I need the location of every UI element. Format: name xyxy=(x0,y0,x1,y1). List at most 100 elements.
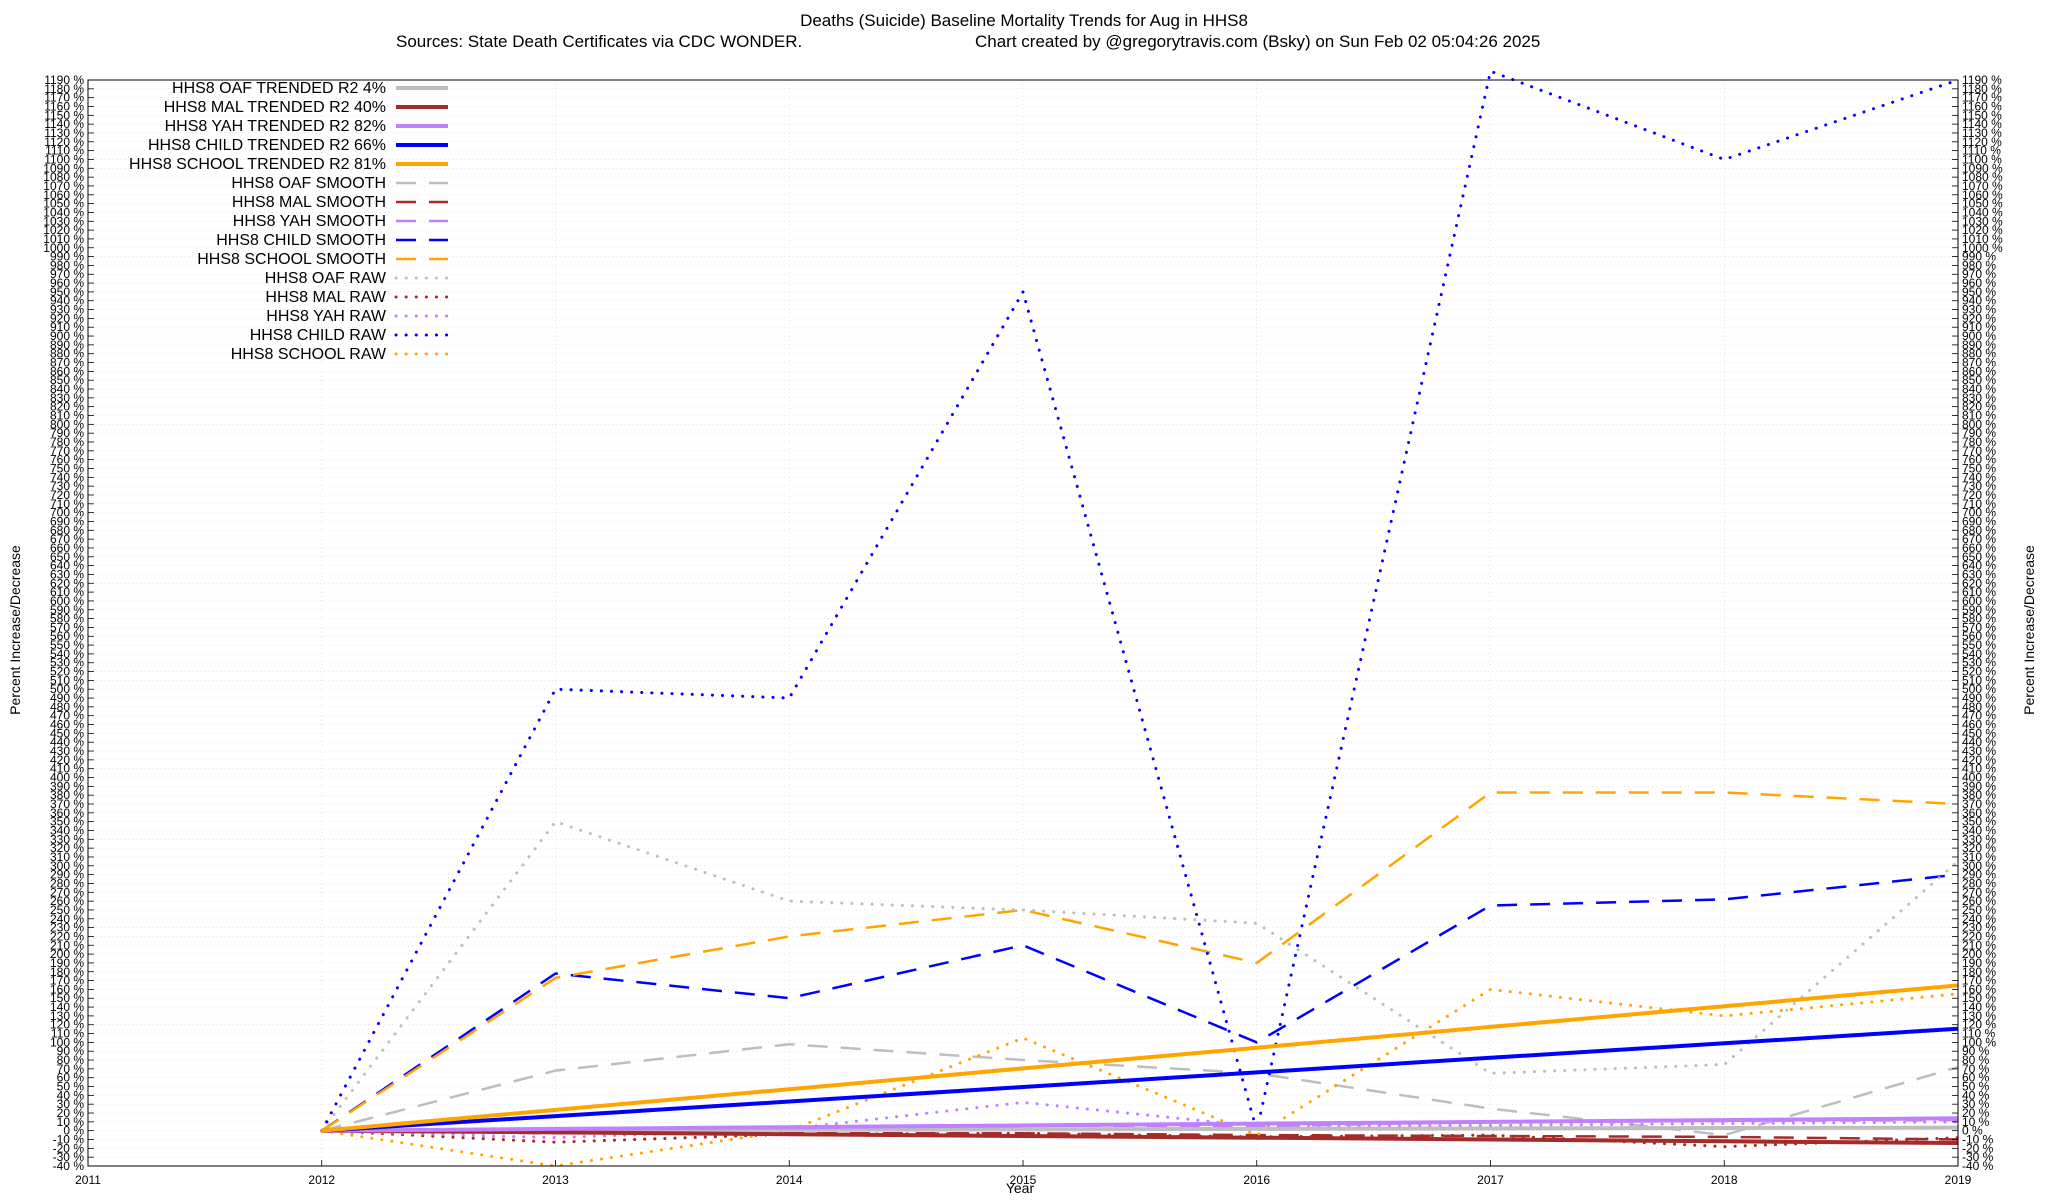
series-line-3 xyxy=(321,1026,1959,1133)
y-tick-label: -40 % xyxy=(53,1159,85,1173)
y2-tick-label: 540 % xyxy=(1962,647,1996,661)
y2-tick-label: 910 % xyxy=(1962,320,1996,334)
y-tick-label: 1080 % xyxy=(43,170,84,184)
y-tick-label: -30 % xyxy=(53,1150,85,1164)
y-tick-label: 670 % xyxy=(50,532,84,546)
y2-tick-label: 150 % xyxy=(1962,991,1996,1005)
y2-tick-label: 640 % xyxy=(1962,559,1996,573)
y-tick-label: 440 % xyxy=(50,735,84,749)
y-tick-label: 300 % xyxy=(50,859,84,873)
y-tick-label: 790 % xyxy=(50,426,84,440)
y2-tick-label: 110 % xyxy=(1962,1027,1995,1041)
y-tick-label: 910 % xyxy=(50,320,84,334)
y2-tick-label: 260 % xyxy=(1962,894,1996,908)
y-tick-label: 1180 % xyxy=(44,82,84,96)
y-tick-label: 400 % xyxy=(50,771,84,785)
y-tick-label: 680 % xyxy=(50,523,84,537)
y-tick-label: 970 % xyxy=(50,267,84,281)
y2-tick-label: 1090 % xyxy=(1962,161,2003,175)
y-tick-label: 930 % xyxy=(50,303,84,317)
legend-entry-label: HHS8 MAL TRENDED R2 40% xyxy=(164,99,386,116)
y-tick-label: 370 % xyxy=(50,797,84,811)
y-tick-label: 1030 % xyxy=(43,214,84,228)
series-line-2 xyxy=(321,1116,1959,1133)
y-tick-label: 250 % xyxy=(50,903,84,917)
y2-tick-label: 400 % xyxy=(1962,771,1996,785)
x-tick-label: 2015 xyxy=(1010,1173,1037,1187)
y-axis-left-ticks: -40 %-30 %-20 %-10 %0 %10 %20 %30 %40 %5… xyxy=(43,73,94,1173)
y2-tick-label: 1130 % xyxy=(1962,126,2002,140)
y-tick-label: 800 % xyxy=(50,417,84,431)
x-tick-label: 2018 xyxy=(1711,1173,1738,1187)
y-tick-label: 180 % xyxy=(50,965,84,979)
y-tick-label: 500 % xyxy=(50,682,84,696)
y2-tick-label: 320 % xyxy=(1962,841,1996,855)
y2-tick-label: 1050 % xyxy=(1962,197,2003,211)
y2-tick-label: 80 % xyxy=(1962,1053,1990,1067)
y-tick-label: 260 % xyxy=(50,894,84,908)
x-tick-label: 2011 xyxy=(75,1173,101,1187)
y2-tick-label: 60 % xyxy=(1962,1071,1990,1085)
y-tick-label: 770 % xyxy=(50,444,84,458)
y2-tick-label: 480 % xyxy=(1962,700,1996,714)
y-tick-label: 550 % xyxy=(50,638,84,652)
y-tick-label: 70 % xyxy=(57,1062,85,1076)
y-tick-label: 160 % xyxy=(50,982,84,996)
y2-tick-label: 950 % xyxy=(1962,285,1996,299)
y2-tick-label: 500 % xyxy=(1962,682,1996,696)
legend-entry-label: HHS8 YAH SMOOTH xyxy=(233,213,386,230)
y-tick-label: 830 % xyxy=(50,391,84,405)
y2-tick-label: 40 % xyxy=(1962,1088,1990,1102)
y-tick-label: 470 % xyxy=(50,709,84,723)
y2-tick-label: 1000 % xyxy=(1962,241,2003,255)
series-line-1 xyxy=(321,1128,1959,1145)
y-tick-label: 750 % xyxy=(50,461,84,475)
y-tick-label: 630 % xyxy=(50,567,84,581)
y2-tick-label: 890 % xyxy=(1962,338,1996,352)
y-tick-label: 880 % xyxy=(50,347,84,361)
y2-tick-label: 550 % xyxy=(1962,638,1996,652)
y2-tick-label: 720 % xyxy=(1962,488,1996,502)
y2-tick-label: 170 % xyxy=(1962,974,1996,988)
y2-tick-label: 770 % xyxy=(1962,444,1996,458)
y2-tick-label: 1110 % xyxy=(1962,144,2001,158)
y2-tick-label: 300 % xyxy=(1962,859,1996,873)
y2-tick-label: 1040 % xyxy=(1962,205,2003,219)
y-tick-label: 430 % xyxy=(50,744,84,758)
y-tick-label: 920 % xyxy=(50,311,84,325)
y2-tick-label: 220 % xyxy=(1962,929,1996,943)
y-tick-label: 820 % xyxy=(50,400,84,414)
y2-tick-label: 730 % xyxy=(1962,479,1996,493)
y2-tick-label: 700 % xyxy=(1962,506,1996,520)
y2-tick-label: 490 % xyxy=(1962,691,1996,705)
y-tick-label: 330 % xyxy=(50,832,84,846)
y2-tick-label: 1190 % xyxy=(1962,73,2002,87)
y2-tick-label: 880 % xyxy=(1962,347,1996,361)
y2-tick-label: 410 % xyxy=(1962,762,1996,776)
y-tick-label: 780 % xyxy=(50,435,84,449)
y-tick-label: 220 % xyxy=(50,929,84,943)
y2-tick-label: 470 % xyxy=(1962,709,1996,723)
y2-tick-label: 310 % xyxy=(1962,850,1996,864)
y2-tick-label: 870 % xyxy=(1962,356,1996,370)
y-tick-label: 560 % xyxy=(50,629,84,643)
y-tick-label: 960 % xyxy=(50,276,84,290)
y-tick-label: 810 % xyxy=(50,409,84,423)
y-tick-label: 40 % xyxy=(57,1088,85,1102)
y2-tick-label: 100 % xyxy=(1962,1035,1996,1049)
y2-tick-label: 940 % xyxy=(1962,294,1996,308)
y2-tick-label: 810 % xyxy=(1962,409,1996,423)
y2-tick-label: 190 % xyxy=(1962,956,1996,970)
y2-axis-label: Percent Increase/Decrease xyxy=(2021,545,2037,715)
y2-tick-label: 520 % xyxy=(1962,665,1996,679)
y-tick-label: 710 % xyxy=(50,497,84,511)
y2-tick-label: 230 % xyxy=(1962,921,1996,935)
legend-entry-label: HHS8 YAH TRENDED R2 82% xyxy=(165,118,386,135)
y2-tick-label: 1100 % xyxy=(1962,152,2002,166)
y2-tick-label: 650 % xyxy=(1962,550,1996,564)
y-tick-label: 290 % xyxy=(50,868,84,882)
x-tick-label: 2012 xyxy=(308,1173,335,1187)
y-tick-label: 480 % xyxy=(50,700,84,714)
y2-tick-label: 70 % xyxy=(1962,1062,1990,1076)
y-tick-label: 210 % xyxy=(50,938,84,952)
